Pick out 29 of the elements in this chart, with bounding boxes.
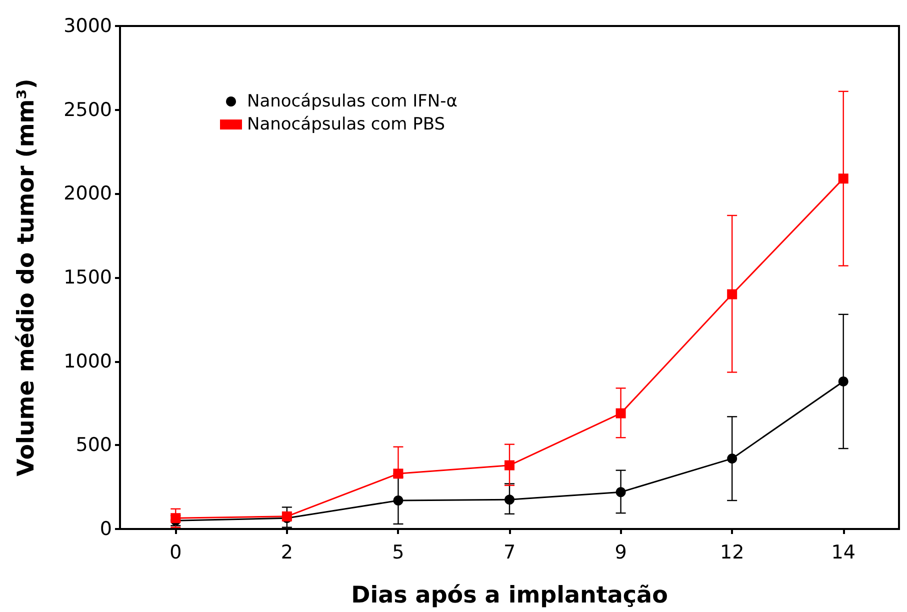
point: [170, 513, 181, 524]
point: [727, 289, 738, 300]
legend-label: Nanocápsulas com IFN-α: [247, 92, 458, 112]
y-tick-label: 2000: [64, 182, 112, 205]
point: [616, 487, 626, 498]
y-tick-label: 1500: [64, 266, 112, 288]
x-tick-label: 12: [720, 542, 744, 564]
point: [838, 174, 848, 184]
x-tick-label: 9: [614, 542, 627, 564]
point: [393, 496, 404, 506]
x-tick-label: 14: [831, 542, 856, 564]
x-tick-label: 5: [392, 542, 404, 564]
point: [393, 468, 404, 479]
y-tick-label: 0: [100, 518, 112, 540]
x-tick-label: 2: [280, 542, 293, 564]
point: [727, 454, 738, 464]
y-tick-label: 3000: [64, 15, 112, 37]
x-tick-label: 7: [503, 542, 516, 564]
point: [504, 494, 514, 505]
point: [504, 460, 514, 470]
x-axis-title: Dias após a implantação: [351, 582, 668, 608]
y-axis-title: Volume médio do tumor (mm³): [14, 78, 40, 476]
y-tick-label: 2500: [64, 98, 112, 121]
y-tick-label: 500: [76, 434, 112, 456]
x-tick-label: 0: [170, 542, 182, 564]
y-tick-label: 1000: [64, 350, 112, 372]
point: [838, 376, 848, 386]
legend-label: Nanocápsulas com PBS: [247, 114, 446, 134]
point: [616, 408, 626, 418]
